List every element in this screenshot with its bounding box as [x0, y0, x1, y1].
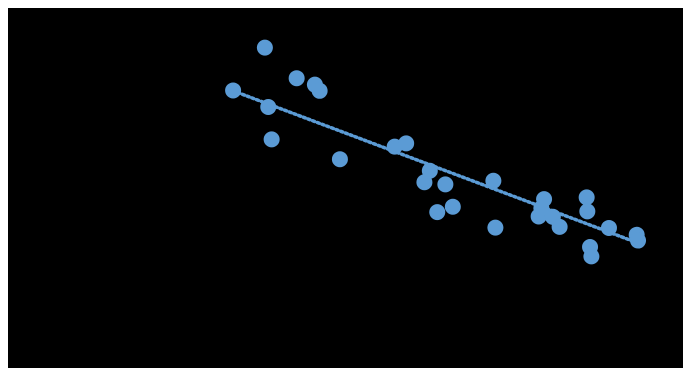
data-point: [485, 172, 502, 189]
data-point: [225, 82, 242, 99]
data-point: [583, 248, 600, 265]
data-point: [260, 99, 277, 115]
data-point: [437, 176, 454, 193]
data-point: [311, 82, 328, 99]
data-point: [398, 135, 415, 152]
data-point: [288, 70, 305, 87]
data-point: [630, 232, 647, 249]
points-layer: [225, 39, 647, 265]
trendline-layer: [236, 90, 642, 246]
plot-area: [8, 8, 683, 368]
data-point: [421, 162, 438, 179]
data-point: [256, 39, 273, 56]
data-point: [429, 204, 446, 221]
trendline: [236, 90, 642, 246]
data-point: [536, 191, 553, 208]
data-point: [331, 151, 348, 168]
data-point: [600, 219, 617, 236]
data-point: [551, 218, 568, 235]
data-point: [487, 219, 504, 236]
data-point: [578, 189, 595, 206]
data-point: [579, 203, 596, 220]
data-point: [444, 198, 461, 215]
data-point: [263, 131, 280, 148]
